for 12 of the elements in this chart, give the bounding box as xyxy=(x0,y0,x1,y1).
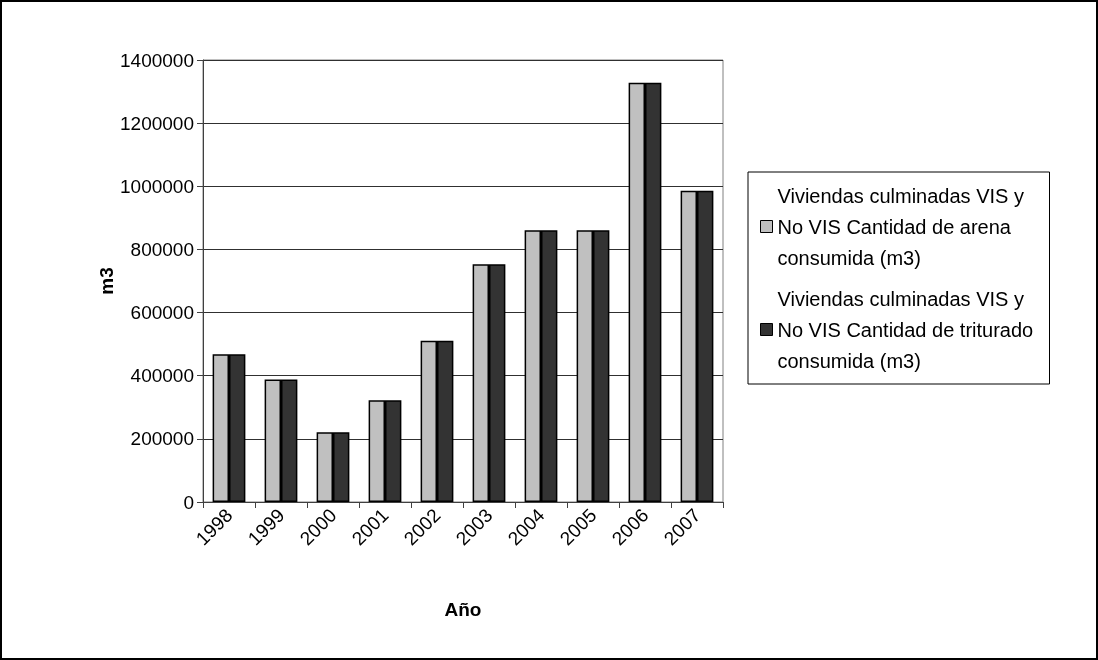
y-tick-label: 1000000 xyxy=(120,175,194,197)
y-tick-label: 1200000 xyxy=(120,112,194,134)
y-axis-title: m3 xyxy=(96,267,118,295)
legend-label: Viviendas culminadas VIS y No VIS Cantidad de arena consumida (m3) xyxy=(777,184,1030,269)
y-tick-label: 400000 xyxy=(130,365,194,387)
y-tick-label: 0 xyxy=(183,491,194,513)
x-axis-title: Año xyxy=(444,599,482,620)
y-tick-label: 200000 xyxy=(130,428,194,450)
y-tick-label: 800000 xyxy=(130,238,194,260)
y-tick-label: 1400000 xyxy=(120,49,194,71)
legend-label: Viviendas culminadas VIS y No VIS Cantidad de triturado consumida (m3) xyxy=(777,287,1039,372)
y-tick-label: 600000 xyxy=(130,302,194,324)
